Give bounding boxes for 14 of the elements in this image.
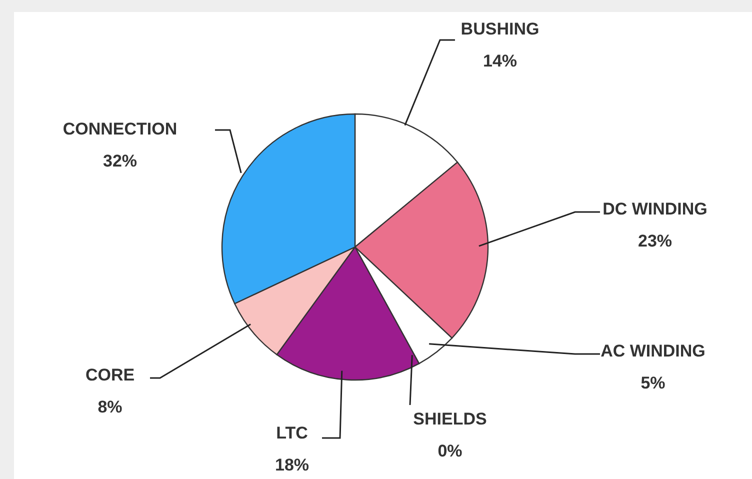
slice-label: BUSHING bbox=[460, 19, 540, 38]
data-label: 32% bbox=[102, 151, 138, 170]
slice-label: CONNECTION bbox=[62, 119, 178, 138]
category-label: SHIELDS bbox=[413, 409, 487, 428]
text: 0% bbox=[438, 441, 462, 460]
slice-label: AC WINDING bbox=[600, 341, 706, 360]
slice-label: DC WINDING bbox=[602, 199, 708, 218]
data-label: 8% bbox=[98, 397, 122, 416]
data-label: 23% bbox=[638, 231, 672, 250]
data-label: 14% bbox=[482, 51, 518, 70]
slice-label: LTC bbox=[276, 423, 308, 442]
slice-label: CORE bbox=[85, 365, 135, 384]
data-label: 5% bbox=[640, 373, 666, 392]
data-label: 18% bbox=[274, 455, 310, 474]
